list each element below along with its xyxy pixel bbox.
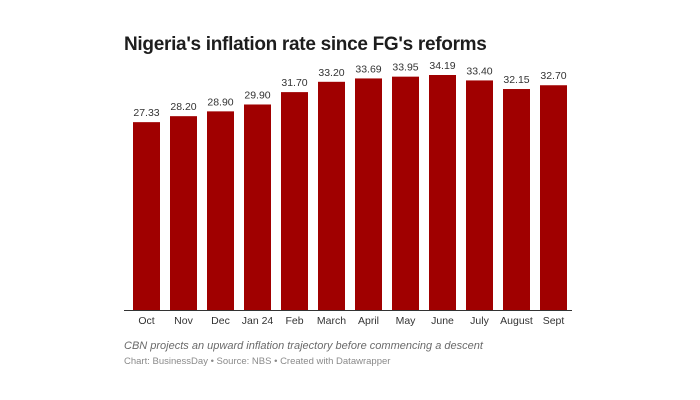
x-tick-label: June [431, 315, 454, 327]
bar [281, 92, 308, 310]
bar-value-label: 34.19 [429, 60, 455, 72]
x-tick-label: Nov [174, 315, 193, 327]
x-tick-label: Oct [138, 315, 154, 327]
chart-credit: Chart: BusinessDay • Source: NBS • Creat… [124, 356, 391, 367]
chart-description: CBN projects an upward inflation traject… [124, 340, 483, 352]
chart-title: Nigeria's inflation rate since FG's refo… [124, 34, 487, 55]
bar-value-label: 28.20 [170, 101, 196, 113]
bar [540, 85, 567, 310]
x-tick-label: July [470, 315, 489, 327]
bar [503, 89, 530, 311]
bar-value-label: 32.15 [503, 74, 529, 86]
bar [244, 104, 271, 310]
x-tick-label: Sept [543, 315, 565, 327]
bar-value-label: 33.95 [392, 62, 418, 74]
x-tick-label: May [396, 315, 417, 327]
x-tick-label: Feb [285, 315, 303, 327]
bar [392, 76, 419, 311]
bar-value-label: 33.20 [318, 67, 344, 79]
x-tick-label: August [500, 315, 533, 327]
bar [207, 111, 234, 310]
bar [170, 116, 197, 311]
x-tick-label: Jan 24 [242, 315, 274, 327]
bar-value-label: 33.69 [355, 63, 381, 75]
bar [318, 81, 345, 310]
bar-value-label: 33.40 [466, 65, 492, 77]
bar-value-label: 31.70 [281, 77, 307, 89]
x-tick-label: March [317, 315, 346, 327]
bar-value-label: 29.90 [244, 89, 270, 101]
bar-value-label: 28.90 [207, 96, 233, 108]
x-tick-label: April [358, 315, 379, 327]
x-tick-label: Dec [211, 315, 230, 327]
bar-value-label: 32.70 [540, 70, 566, 82]
bar [133, 122, 160, 310]
bar [429, 75, 456, 310]
bar-value-label: 27.33 [133, 107, 159, 119]
bar [466, 80, 493, 310]
bar [355, 78, 382, 310]
